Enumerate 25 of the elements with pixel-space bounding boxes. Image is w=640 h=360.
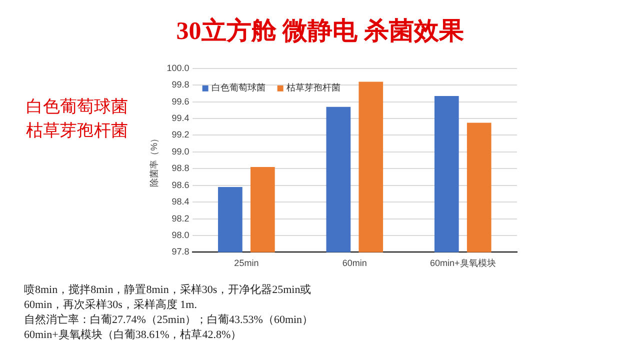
text: 60min+臭氧模块（白葡38.61%，枯草42.8%） bbox=[24, 328, 242, 342]
text: 枯草芽孢杆菌 bbox=[26, 120, 128, 142]
y-tick-label: 99.8 bbox=[172, 80, 190, 90]
y-tick-label: 98.2 bbox=[172, 213, 190, 224]
text: 60min，再次采样30s，采样高度 1m. bbox=[24, 298, 197, 312]
y-tick-label: 98.4 bbox=[172, 196, 190, 207]
y-tick-label: 99.6 bbox=[172, 96, 190, 106]
y-tick-label: 99.4 bbox=[172, 113, 190, 124]
y-tick-label: 98.6 bbox=[172, 180, 190, 190]
legend-label: 白色葡萄球菌 bbox=[211, 82, 266, 94]
chart-title: 30立方舱 微静电 杀菌效果 bbox=[175, 16, 465, 47]
text: 喷8min，搅拌8min，静置8min，采样30s，开净化器25min或 bbox=[24, 283, 312, 297]
y-axis-title: 除菌率（%） bbox=[148, 134, 159, 187]
y-tick-label: 98.8 bbox=[172, 163, 190, 174]
y-tick-label: 99.2 bbox=[172, 130, 190, 140]
x-tick-label: 60min bbox=[342, 258, 367, 268]
text: 白色葡萄球菌 bbox=[26, 96, 128, 118]
legend-label: 枯草芽孢杆菌 bbox=[286, 82, 340, 94]
x-tick-label: 25min bbox=[234, 258, 259, 268]
y-tick-label: 99.0 bbox=[172, 146, 190, 156]
text: 自然消亡率：白葡27.74%（25min）；白葡43.53%（60min） bbox=[24, 312, 314, 327]
y-tick-label: 98.0 bbox=[172, 230, 190, 240]
x-tick-label: 60min+臭氧模块 bbox=[430, 258, 496, 268]
y-tick-label: 97.8 bbox=[172, 246, 190, 257]
y-tick-label: 100.0 bbox=[166, 62, 190, 73]
